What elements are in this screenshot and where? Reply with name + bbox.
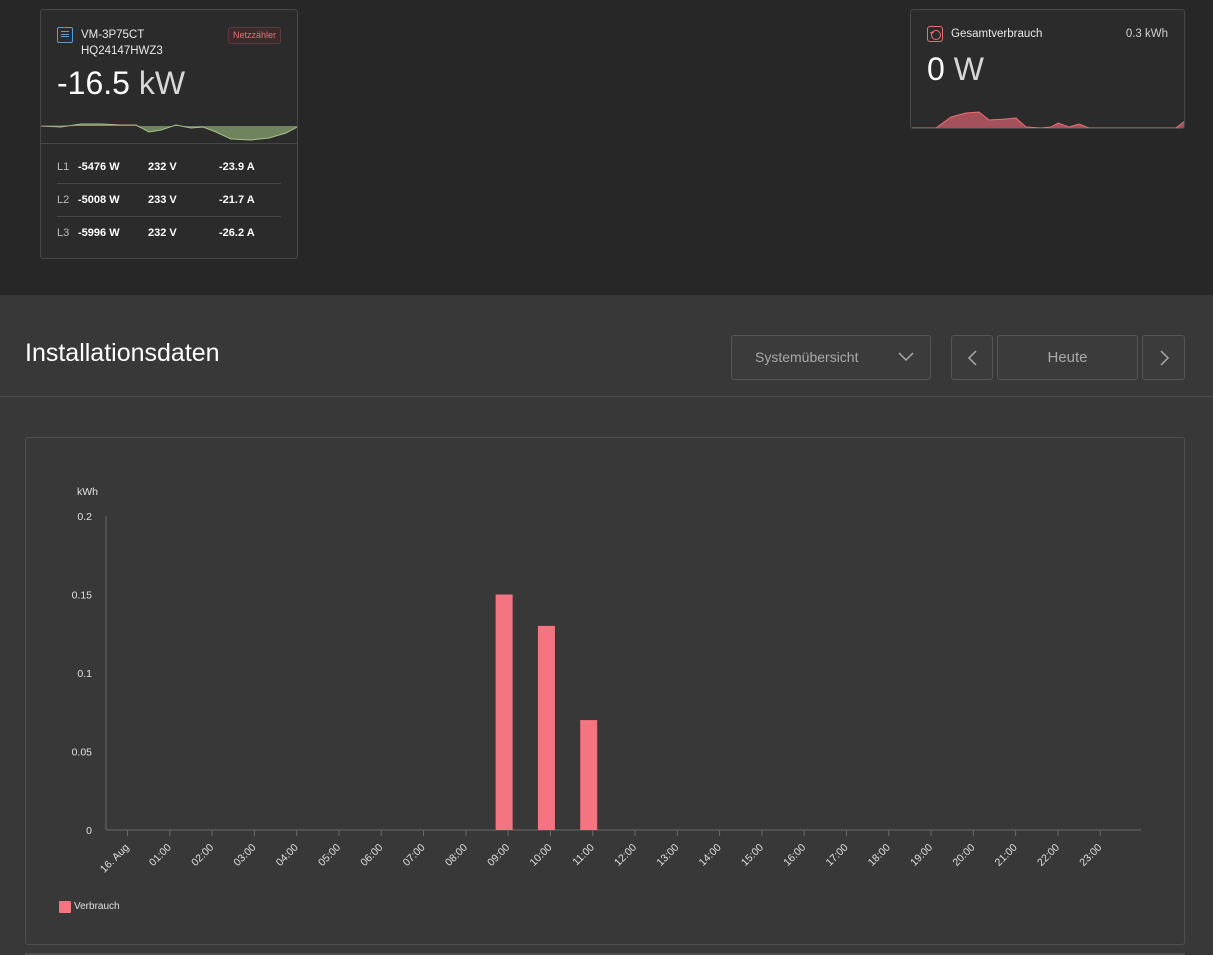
y-tick-label: 0.1 <box>77 668 92 680</box>
x-tick-label: 23:00 <box>1077 842 1104 869</box>
section-divider <box>0 396 1213 397</box>
x-tick-label: 10:00 <box>527 842 554 869</box>
x-tick-label: 20:00 <box>950 842 977 869</box>
phase-current: -21.7 A <box>219 194 255 206</box>
bar <box>495 594 513 830</box>
x-tick-label: 12:00 <box>612 842 639 869</box>
installation-data-section: Installationsdaten Systemübersicht Heute… <box>0 295 1213 955</box>
consumption-chart: kWh 0 0.05 0.1 0.15 0.2 16. Aug 01:00 02:00 03:00… <box>72 486 1141 876</box>
x-tick-label: 07:00 <box>401 842 428 869</box>
x-tick-label: 18:00 <box>866 842 893 869</box>
phase-label: L3 <box>57 227 70 239</box>
consumption-title: Gesamtverbrauch <box>951 28 1043 40</box>
meter-divider <box>41 143 297 144</box>
legend-swatch <box>59 901 71 913</box>
meter-power-value: -16.5 <box>57 65 130 101</box>
grid-meter-badge: Netzzähler <box>228 27 282 44</box>
today-button[interactable]: Heute <box>997 335 1138 380</box>
x-tick-label: 16. Aug <box>98 842 132 876</box>
consumption-energy: 0.3 kWh <box>1125 28 1168 40</box>
x-tick-label: 11:00 <box>570 842 597 869</box>
phase-power: -5476 W <box>78 161 120 173</box>
device-serial: HQ24147HWZ3 <box>81 45 163 57</box>
y-tick-label: 0.05 <box>72 747 93 759</box>
bar <box>537 625 555 830</box>
phase-label: L1 <box>57 161 70 173</box>
meter-sparkline <box>41 123 297 141</box>
meter-power-unit: kW <box>138 65 186 101</box>
chevron-down-icon <box>898 352 914 362</box>
chevron-right-icon <box>1160 350 1170 366</box>
x-tick-label: 03:00 <box>231 842 258 869</box>
x-tick-label: 05:00 <box>316 842 343 869</box>
x-tick-label: 15:00 <box>739 842 766 869</box>
x-tick-label: 09:00 <box>485 842 512 869</box>
energy-meter-card[interactable]: VM-3P75CT HQ24147HWZ3 Netzzähler -16.5 k… <box>40 9 298 259</box>
legend-label: Verbrauch <box>74 901 120 912</box>
x-tick-label: 16:00 <box>781 842 808 869</box>
y-tick-label: 0 <box>86 825 92 837</box>
phase-current: -26.2 A <box>219 227 255 239</box>
x-tick-label: 13:00 <box>654 842 681 869</box>
phase-row-l3: L3 -5996 W 232 V -26.2 A <box>57 217 281 250</box>
phase-row-l1: L1 -5476 W 232 V -23.9 A <box>57 151 281 184</box>
x-tick-label: 19:00 <box>908 842 935 869</box>
phase-power: -5008 W <box>78 194 120 206</box>
phase-current: -23.9 A <box>219 161 255 173</box>
power-outlet-icon <box>927 26 943 42</box>
meter-power-readout: -16.5 kW <box>57 64 185 102</box>
phase-row-l2: L2 -5008 W 233 V -21.7 A <box>57 184 281 217</box>
phase-voltage: 233 V <box>148 194 177 206</box>
y-axis-label: kWh <box>77 486 98 498</box>
consumption-power-readout: 0 W <box>927 50 984 88</box>
y-tick-label: 0.2 <box>77 511 92 523</box>
consumption-power-unit: W <box>953 51 984 87</box>
x-tick-label: 22:00 <box>1035 842 1062 869</box>
x-tick-label: 02:00 <box>189 842 216 869</box>
bar <box>580 720 598 830</box>
section-title: Installationsdaten <box>25 339 220 367</box>
x-tick-label: 04:00 <box>274 842 301 869</box>
y-tick-label: 0.15 <box>72 590 93 602</box>
next-card-edge <box>25 953 1185 955</box>
consumption-sparkline <box>911 111 1184 128</box>
device-name: VM-3P75CT <box>81 29 145 41</box>
view-select-value: Systemübersicht <box>755 349 859 365</box>
x-tick-label: 08:00 <box>443 842 470 869</box>
x-tick-label: 06:00 <box>358 842 385 869</box>
consumption-power-value: 0 <box>927 51 945 87</box>
x-tick-label: 21:00 <box>993 842 1020 869</box>
chevron-left-icon <box>967 350 977 366</box>
phase-label: L2 <box>57 194 70 206</box>
previous-period-button[interactable] <box>951 335 993 380</box>
next-period-button[interactable] <box>1142 335 1185 380</box>
phase-voltage: 232 V <box>148 227 177 239</box>
total-consumption-card[interactable]: Gesamtverbrauch 0.3 kWh 0 W <box>910 9 1185 129</box>
energy-meter-icon <box>57 27 73 43</box>
consumption-chart-card: kWh 0 0.05 0.1 0.15 0.2 16. Aug 01:00 02:00 03:00… <box>25 437 1185 945</box>
x-tick-label: 01:00 <box>147 842 174 869</box>
phase-power: -5996 W <box>78 227 120 239</box>
phase-voltage: 232 V <box>148 161 177 173</box>
x-tick-label: 17:00 <box>824 842 851 869</box>
x-tick-label: 14:00 <box>697 842 724 869</box>
view-select[interactable]: Systemübersicht <box>731 335 931 380</box>
